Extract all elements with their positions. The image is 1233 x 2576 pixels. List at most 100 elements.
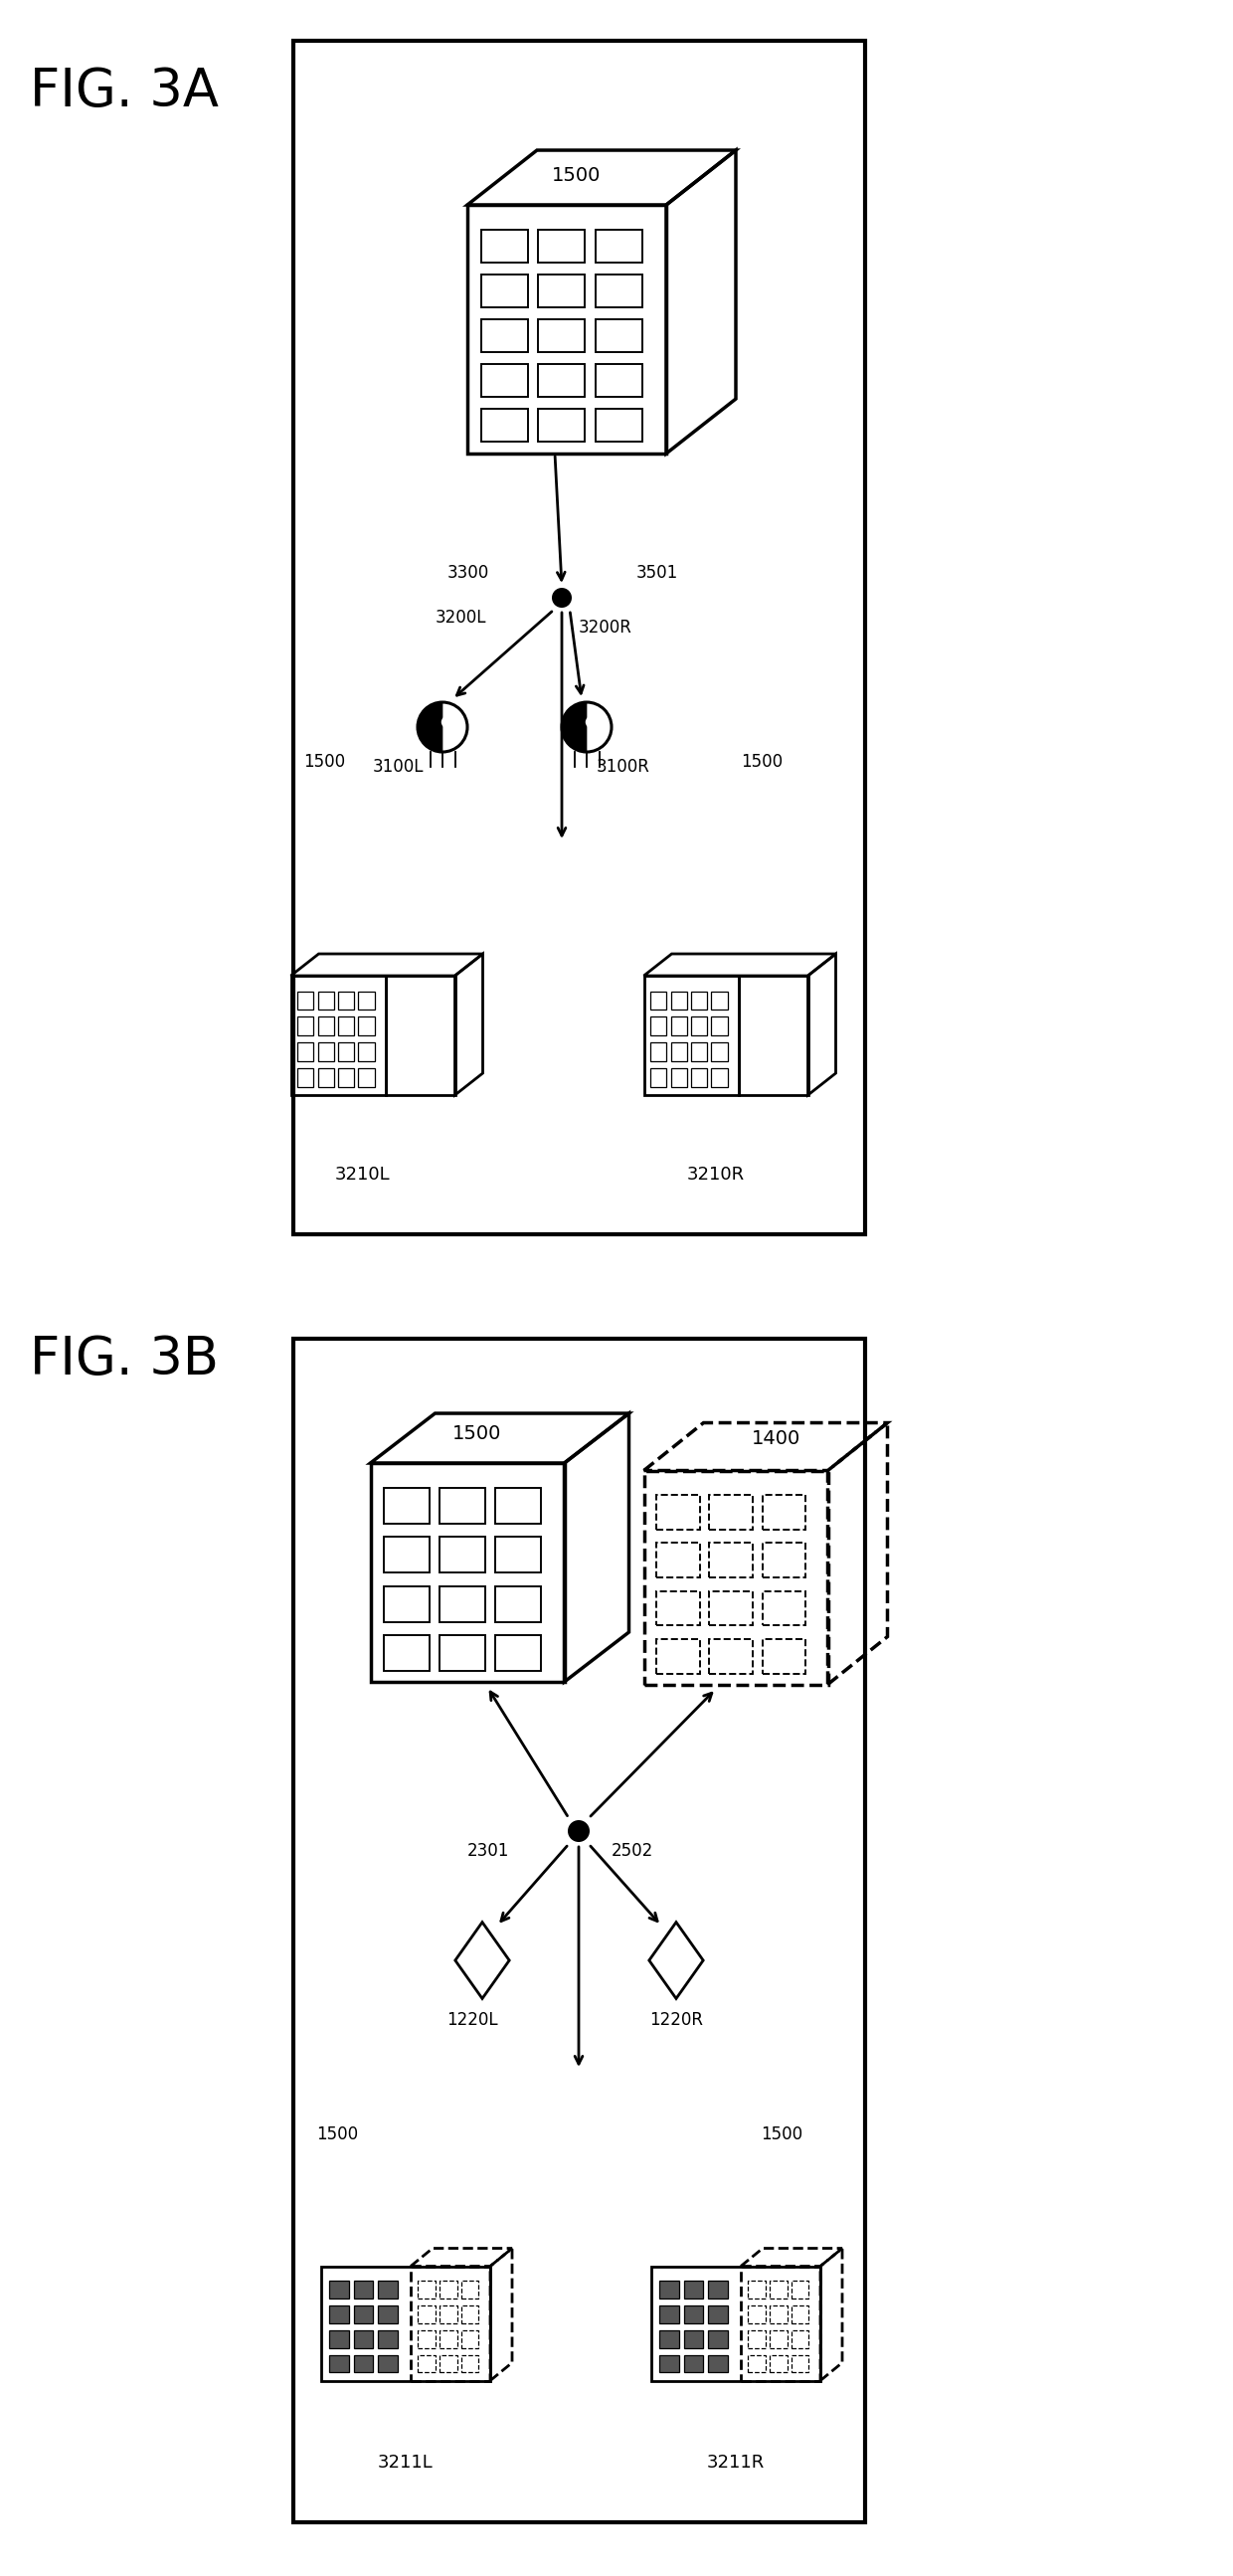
Text: 2301: 2301	[467, 1842, 509, 1860]
Bar	[354, 2354, 374, 2372]
Bar	[690, 1069, 708, 1087]
Text: 3211L: 3211L	[379, 2455, 434, 2470]
Bar	[461, 2354, 478, 2372]
Bar	[539, 319, 584, 350]
Bar	[690, 1043, 708, 1061]
Text: 3211R: 3211R	[707, 2455, 764, 2470]
Bar	[671, 1069, 687, 1087]
Bar	[359, 1043, 375, 1061]
Bar	[660, 2354, 679, 2372]
Bar	[354, 2331, 374, 2347]
Bar	[684, 2282, 703, 2298]
Bar	[792, 2354, 809, 2372]
Bar	[418, 2282, 435, 2298]
Text: 1500: 1500	[453, 1425, 502, 1443]
Bar	[762, 1494, 805, 1530]
Bar	[708, 2354, 727, 2372]
Bar	[297, 1069, 313, 1087]
Bar	[338, 1069, 354, 1087]
Circle shape	[441, 716, 454, 729]
Bar	[748, 2282, 766, 2298]
Bar	[439, 1538, 485, 1571]
Bar	[418, 2354, 435, 2372]
Bar	[354, 2282, 374, 2298]
Bar	[748, 2354, 766, 2372]
Bar	[596, 229, 642, 263]
Bar	[660, 2306, 679, 2324]
Wedge shape	[562, 703, 587, 752]
Bar	[792, 2331, 809, 2347]
Bar	[596, 319, 642, 350]
Bar	[379, 2282, 398, 2298]
Bar	[329, 2306, 349, 2324]
Text: 1500: 1500	[761, 2125, 803, 2143]
Bar	[539, 363, 584, 397]
Bar	[539, 410, 584, 440]
Text: 1400: 1400	[751, 1430, 800, 1448]
Bar	[338, 992, 354, 1010]
Bar	[769, 2331, 787, 2347]
Text: 3100L: 3100L	[372, 757, 424, 775]
Bar	[709, 1494, 752, 1530]
Bar	[762, 1638, 805, 1674]
Text: FIG. 3B: FIG. 3B	[30, 1334, 218, 1386]
Text: 1500: 1500	[741, 752, 783, 770]
Bar	[496, 1538, 541, 1571]
Bar	[297, 1018, 313, 1036]
Bar	[651, 1018, 667, 1036]
Bar	[748, 2331, 766, 2347]
Bar	[708, 2282, 727, 2298]
Bar	[329, 2282, 349, 2298]
Text: 1500: 1500	[303, 752, 345, 770]
Bar	[481, 319, 528, 350]
Bar	[671, 1018, 687, 1036]
Bar	[769, 2306, 787, 2324]
Bar	[671, 992, 687, 1010]
Bar	[496, 1636, 541, 1672]
Bar	[338, 1043, 354, 1061]
Bar	[657, 1494, 700, 1530]
Bar	[329, 2331, 349, 2347]
Bar	[496, 1489, 541, 1522]
Bar	[383, 1636, 429, 1672]
Bar	[671, 1043, 687, 1061]
Bar	[657, 1592, 700, 1625]
Bar	[293, 41, 866, 1234]
Bar	[711, 1043, 727, 1061]
Text: 3501: 3501	[636, 564, 678, 582]
Bar	[318, 1043, 334, 1061]
Wedge shape	[418, 703, 443, 752]
Bar	[359, 992, 375, 1010]
Bar	[379, 2306, 398, 2324]
Text: 3200R: 3200R	[578, 618, 633, 636]
Bar	[762, 1592, 805, 1625]
Bar	[709, 1543, 752, 1577]
Bar	[418, 2331, 435, 2347]
Bar	[711, 992, 727, 1010]
Bar	[596, 410, 642, 440]
Bar	[711, 1018, 727, 1036]
Bar	[318, 1069, 334, 1087]
Text: FIG. 3A: FIG. 3A	[30, 64, 218, 118]
Bar	[481, 363, 528, 397]
Bar	[481, 276, 528, 307]
Bar	[709, 1638, 752, 1674]
Bar	[297, 1043, 313, 1061]
Bar	[439, 1489, 485, 1522]
Circle shape	[567, 1821, 589, 1842]
Bar	[383, 1538, 429, 1571]
Bar	[596, 363, 642, 397]
Bar	[418, 2306, 435, 2324]
Bar	[461, 2282, 478, 2298]
Bar	[379, 2331, 398, 2347]
Bar	[651, 1069, 667, 1087]
Bar	[461, 2306, 478, 2324]
Bar	[318, 992, 334, 1010]
Bar	[440, 2331, 457, 2347]
Bar	[657, 1543, 700, 1577]
Bar	[359, 1069, 375, 1087]
Bar	[657, 1638, 700, 1674]
Bar	[440, 2306, 457, 2324]
Bar	[440, 2282, 457, 2298]
Bar	[711, 1069, 727, 1087]
